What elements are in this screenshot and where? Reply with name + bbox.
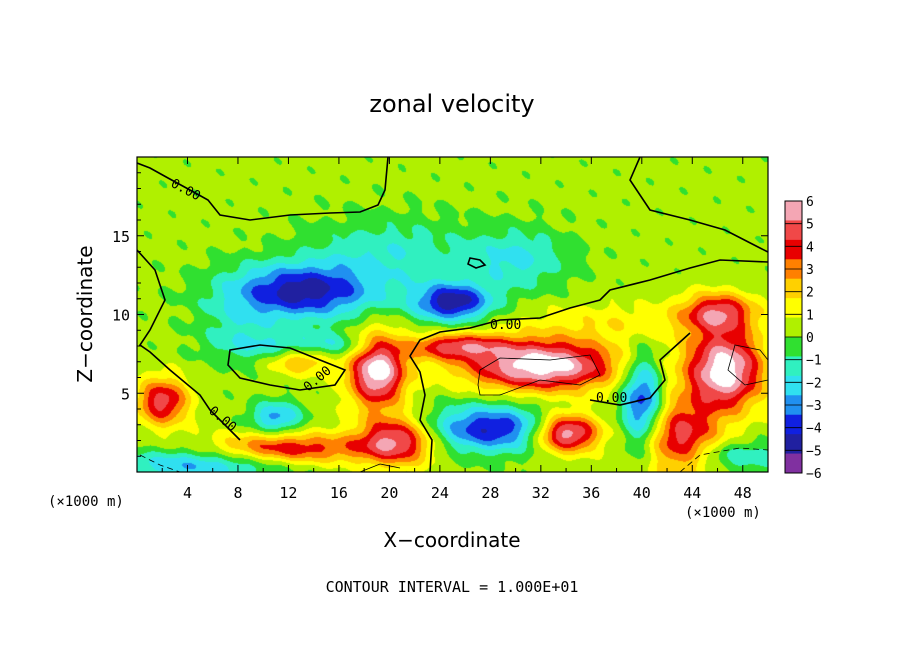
x-axis: 4 8 12 16 20 24 28 32 36 40 44 48 [161,157,752,502]
colorbar-tick-label: 3 [806,263,814,278]
colorbar-swatch [785,414,802,435]
x-tick-label: 48 [734,484,752,502]
colorbar: 6 5 4 3 2 1 0 −1 −2 −3 −4 −5 −6 [784,195,822,482]
x-tick-label: 44 [683,484,701,502]
y-axis: 5 10 15 [112,172,768,457]
contour-zero-left [137,249,241,441]
contour-lines-secondary [139,344,768,472]
colorbar-tick-label: 6 [806,195,814,210]
colorbar-swatch [785,356,802,377]
y-axis-label: Z−coordinate [73,245,97,382]
colorbar-tick-label: 2 [806,286,814,301]
colorbar-swatch [785,298,802,319]
colorbar-swatch [785,317,802,338]
contour-bottom-center [359,463,401,472]
x-tick-label: 28 [481,484,499,502]
contour-dashed-left [139,454,181,472]
colorbar-swatch [785,201,802,221]
x-tick-label: 36 [582,484,600,502]
colorbar-tick-label: −6 [806,467,822,482]
colorbar-swatch [785,220,802,241]
colorbar-swatch [785,239,802,260]
contour-zero-right-top [629,157,768,253]
chart-title: zonal velocity [369,90,534,118]
contour-label: 0.00 [490,318,521,333]
contour-label: 0.00 [596,391,627,406]
colorbar-tick-label: 4 [806,240,814,255]
x-axis-label: X−coordinate [383,528,520,552]
x-tick-label: 12 [279,484,297,502]
contour-zero-island [467,257,487,269]
colorbar-swatch [785,453,802,474]
x-tick-label: 20 [380,484,398,502]
contour-lines [137,157,768,472]
y-tick-label: 10 [112,307,130,325]
heatmap-field [137,157,768,472]
colorbar-tick-label: 5 [806,218,814,233]
colorbar-swatch [785,434,802,455]
colorbar-tick-label: −4 [806,422,822,437]
colorbar-tick-label: −2 [806,376,822,391]
contour-inner-center [477,354,601,396]
x-tick-label: 4 [183,484,192,502]
x-tick-label: 16 [330,484,348,502]
colorbar-swatch [785,375,802,396]
contour-zero-upper [137,157,389,221]
colorbar-swatch [785,278,802,299]
x-unit-right: (×1000 m) [685,505,761,521]
colorbar-swatch [785,337,802,357]
colorbar-tick-label: 1 [806,308,814,323]
contour-zero-loop [227,344,347,391]
colorbar-tick-label: 0 [806,331,814,346]
contour-interval-note: CONTOUR INTERVAL = 1.000E+01 [326,578,579,596]
colorbar-tick-label: −5 [806,444,822,459]
colorbar-tick-label: −3 [806,399,822,414]
x-tick-label: 24 [431,484,449,502]
contour-inner-right [727,344,768,386]
x-unit-left: (×1000 m) [48,494,124,510]
y-tick-label: 5 [121,385,130,403]
contour-zero-mid [409,259,768,472]
contour-dashed-right [679,447,768,472]
x-tick-label: 8 [233,484,242,502]
x-tick-label: 32 [532,484,550,502]
colorbar-tick-label: −1 [806,354,822,369]
contour-zero-lower [589,332,691,406]
y-tick-label: 15 [112,228,130,246]
x-tick-label: 40 [633,484,651,502]
